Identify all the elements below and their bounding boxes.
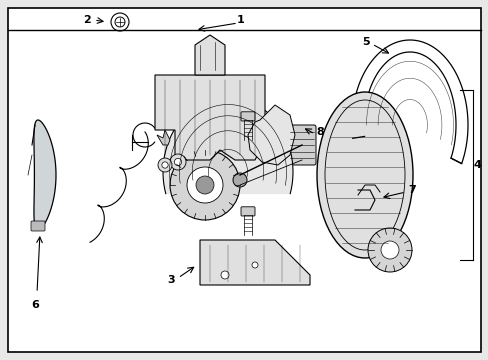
Polygon shape <box>247 105 294 165</box>
Circle shape <box>170 154 185 170</box>
Polygon shape <box>163 97 292 194</box>
Circle shape <box>367 228 411 272</box>
Text: 6: 6 <box>31 300 39 310</box>
Circle shape <box>158 158 172 172</box>
Ellipse shape <box>316 92 412 258</box>
Polygon shape <box>155 75 264 160</box>
Circle shape <box>174 158 181 166</box>
Circle shape <box>115 17 125 27</box>
Circle shape <box>196 176 214 194</box>
Circle shape <box>380 241 398 259</box>
Text: 7: 7 <box>407 185 415 195</box>
Text: 4: 4 <box>472 160 480 170</box>
Polygon shape <box>157 130 170 145</box>
Circle shape <box>111 13 129 31</box>
Text: 2: 2 <box>83 15 91 25</box>
Text: 1: 1 <box>237 15 244 25</box>
Circle shape <box>170 150 240 220</box>
FancyBboxPatch shape <box>31 221 45 231</box>
Polygon shape <box>351 40 467 163</box>
Text: 3: 3 <box>167 275 175 285</box>
Circle shape <box>221 271 228 279</box>
FancyBboxPatch shape <box>287 125 315 165</box>
Polygon shape <box>200 240 309 285</box>
Circle shape <box>186 167 223 203</box>
Polygon shape <box>34 120 56 230</box>
FancyBboxPatch shape <box>241 207 254 216</box>
Text: 8: 8 <box>315 127 323 137</box>
Polygon shape <box>195 35 224 75</box>
Circle shape <box>162 162 168 168</box>
Circle shape <box>251 262 258 268</box>
Text: 5: 5 <box>362 37 369 47</box>
FancyBboxPatch shape <box>241 112 254 121</box>
Circle shape <box>232 173 246 187</box>
